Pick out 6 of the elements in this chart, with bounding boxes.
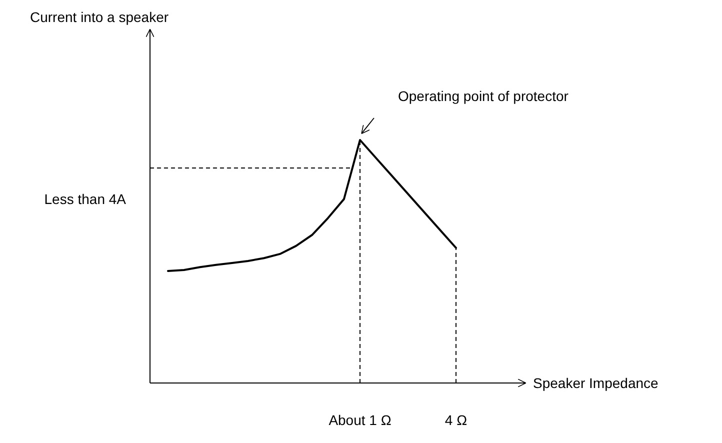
x-axis-title: Speaker Impedance <box>533 375 659 391</box>
x-tick-label: About 1 Ω <box>328 412 392 428</box>
x-tick-label: 4 Ω <box>444 412 468 428</box>
ref-line-label: Less than 4A <box>44 190 127 207</box>
text: Operating point of protector <box>398 88 569 104</box>
text: Current into a speaker <box>30 9 169 25</box>
